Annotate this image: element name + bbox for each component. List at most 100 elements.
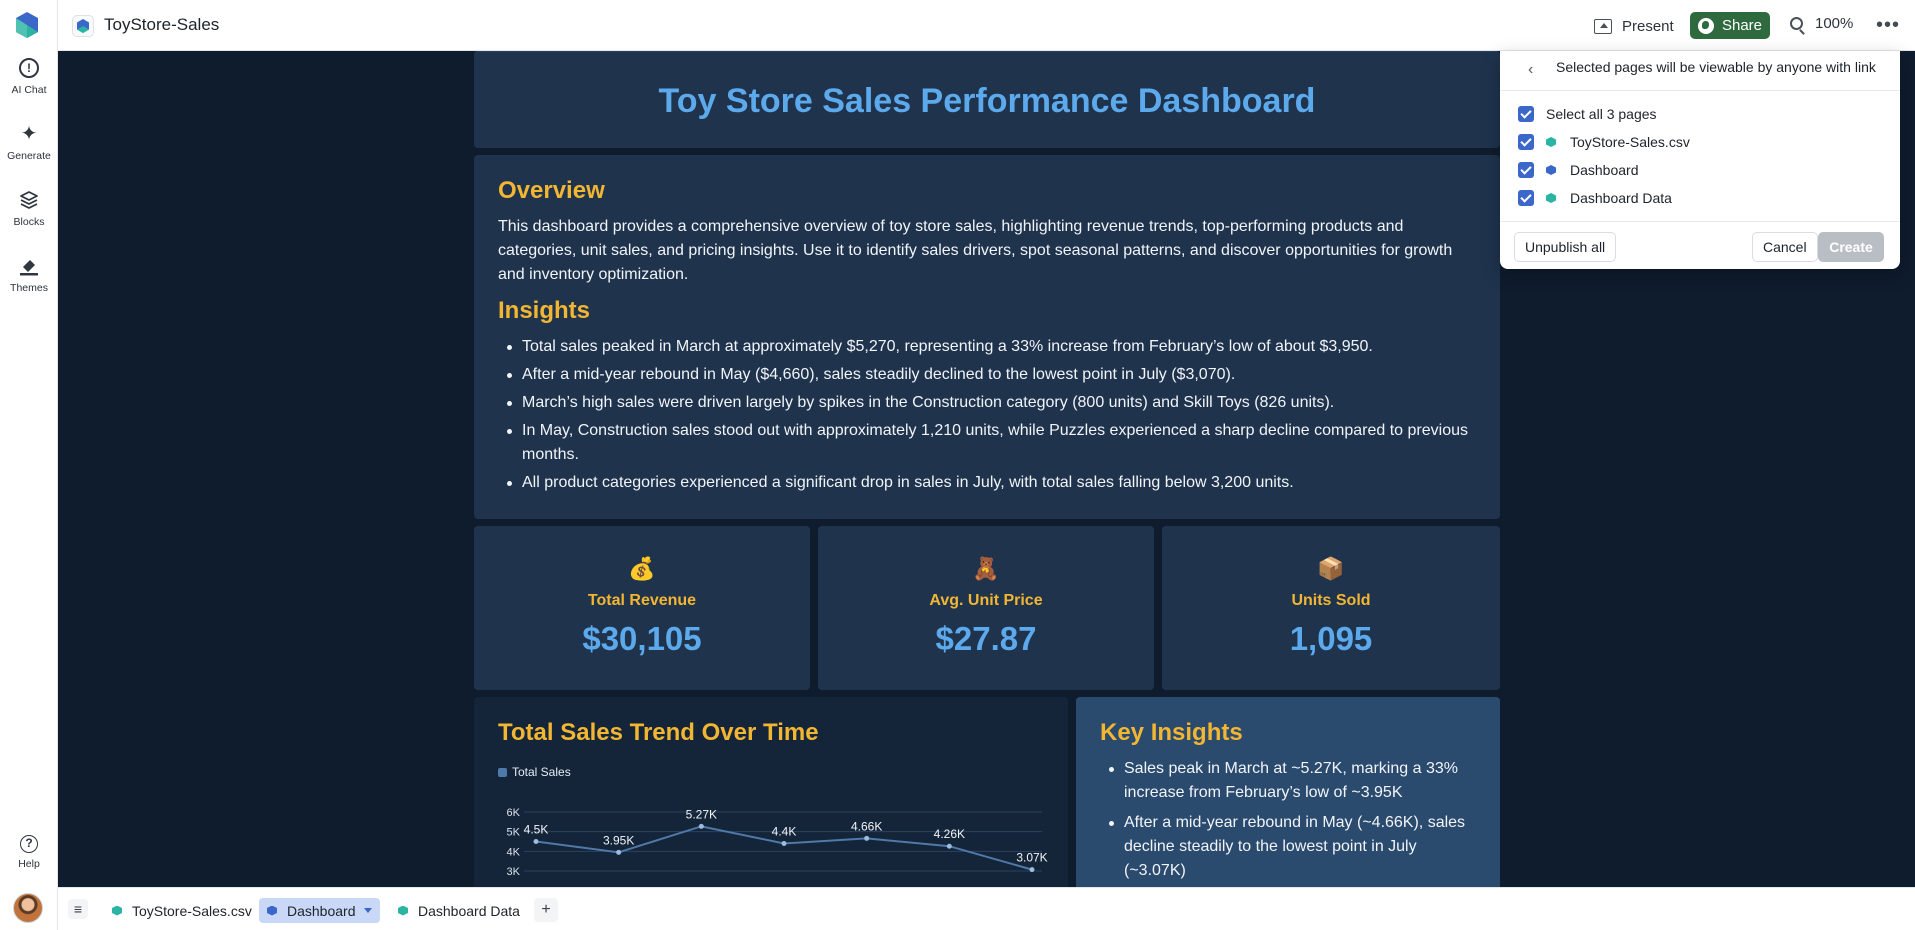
insights-list: Total sales peaked in March at approxima…	[498, 335, 1476, 495]
money-bag-icon: 💰	[628, 556, 656, 581]
title-card: Toy Store Sales Performance Dashboard	[474, 51, 1500, 148]
y-tick-label: 6K	[507, 807, 521, 819]
popover-footer: Unpublish all Cancel Create	[1500, 221, 1900, 269]
sidebar-item-themes[interactable]: Themes	[0, 256, 58, 294]
page-checkbox[interactable]	[1518, 134, 1534, 150]
data-point[interactable]	[1029, 867, 1035, 873]
list-item: After a mid-year rebound in May (~4.66K)…	[1100, 811, 1476, 883]
create-button[interactable]: Create	[1818, 232, 1884, 262]
unpublish-all-button[interactable]: Unpublish all	[1514, 232, 1617, 262]
list-item: After a mid-year rebound in May ($4,660)…	[498, 363, 1476, 387]
list-item: In May, Construction sales stood out wit…	[498, 419, 1476, 467]
csv-page-icon	[1546, 137, 1556, 147]
kpi-card-units-sold: 📦 Units Sold 1,095	[1162, 526, 1500, 690]
pages-menu-icon[interactable]: ≡	[68, 899, 88, 919]
overview-text: This dashboard provides a comprehensive …	[498, 218, 1453, 283]
trend-chart-title: Total Sales Trend Over Time	[498, 719, 819, 746]
data-label: 3.07K	[1016, 851, 1047, 865]
present-icon	[1594, 18, 1612, 34]
add-page-button[interactable]: +	[534, 898, 558, 922]
chat-icon	[19, 58, 39, 78]
sidebar-item-blocks[interactable]: Blocks	[0, 190, 58, 228]
key-insights-heading: Key Insights	[1100, 719, 1243, 746]
app-logo-icon[interactable]	[16, 12, 38, 40]
page-checkbox[interactable]	[1518, 162, 1534, 178]
key-insights-list: Sales peak in March at ~5.27K, marking a…	[1100, 757, 1476, 883]
list-item: March’s high sales were driven largely b…	[498, 391, 1476, 415]
overview-card: Overview This dashboard provides a compr…	[474, 155, 1500, 519]
data-point[interactable]	[781, 840, 787, 846]
list-item: Sales peak in March at ~5.27K, marking a…	[1100, 757, 1476, 805]
kpi-value: $30,105	[582, 620, 702, 657]
tab-label: ToyStore-Sales.csv	[132, 902, 252, 919]
page-tabs-bar: ≡ ToyStore-Sales.csv Dashboard Dashboard…	[58, 887, 1915, 930]
teddy-bear-icon: 🧸	[972, 556, 1000, 581]
chart-legend[interactable]: Total Sales	[498, 765, 571, 779]
present-button[interactable]: Present	[1594, 13, 1674, 39]
chevron-left-icon[interactable]: ‹	[1528, 61, 1534, 78]
page-row-dashboard[interactable]: Dashboard	[1518, 160, 1639, 180]
caret-down-icon[interactable]	[363, 908, 372, 913]
select-all-label: Select all 3 pages	[1546, 106, 1657, 122]
y-tick-label: 4K	[507, 846, 521, 858]
share-button[interactable]: Share	[1690, 12, 1770, 39]
zoom-level: 100%	[1815, 15, 1854, 32]
popover-header: ‹ Selected pages will be viewable by any…	[1500, 51, 1900, 91]
page-checkbox[interactable]	[1518, 190, 1534, 206]
more-options-icon[interactable]: •••	[1876, 14, 1901, 36]
data-point[interactable]	[698, 823, 704, 829]
page-row-toystore-sales-csv[interactable]: ToyStore-Sales.csv	[1518, 132, 1690, 152]
data-point[interactable]	[533, 839, 539, 844]
tab-dashboard-data[interactable]: Dashboard Data	[390, 898, 528, 923]
data-page-icon	[398, 905, 408, 916]
y-tick-label: 3K	[507, 866, 521, 878]
tab-toystore-sales-csv[interactable]: ToyStore-Sales.csv	[104, 898, 260, 923]
sidebar-item-generate[interactable]: ✦ Generate	[0, 124, 58, 162]
select-all-checkbox[interactable]	[1518, 106, 1534, 122]
document-icon	[72, 15, 94, 37]
kpi-card-avg-unit-price: 🧸 Avg. Unit Price $27.87	[818, 526, 1154, 690]
zoom-control[interactable]: 100%	[1790, 15, 1853, 32]
data-point[interactable]	[616, 849, 622, 855]
package-icon: 📦	[1317, 556, 1345, 581]
data-page-icon	[1546, 193, 1556, 203]
sidebar-item-label: AI Chat	[11, 84, 47, 96]
legend-swatch	[498, 767, 507, 777]
top-bar: ToyStore-Sales Present Share 100% •••	[0, 0, 1915, 51]
dashboard-canvas: Toy Store Sales Performance Dashboard Ov…	[58, 51, 1915, 887]
insights-heading: Insights	[498, 297, 591, 324]
share-label: Share	[1721, 17, 1763, 34]
dashboard-page-icon	[1546, 165, 1556, 175]
user-avatar[interactable]	[13, 893, 43, 923]
data-label: 4.66K	[851, 819, 882, 833]
kpi-label: Total Revenue	[587, 592, 697, 609]
sidebar-item-ai-chat[interactable]: AI Chat	[0, 58, 58, 96]
data-point[interactable]	[946, 843, 952, 849]
dashboard-page-icon	[267, 905, 277, 916]
list-item: All product categories experienced a sig…	[498, 471, 1476, 495]
sidebar-item-label: Themes	[10, 282, 48, 294]
list-item: Total sales peaked in March at approxima…	[498, 335, 1476, 359]
present-label: Present	[1622, 17, 1674, 35]
sidebar-item-help[interactable]: ? Help	[0, 835, 58, 870]
page-name: ToyStore-Sales.csv	[1570, 134, 1690, 150]
data-label: 3.95K	[603, 833, 634, 847]
kpi-label: Units Sold	[1291, 592, 1371, 609]
data-point[interactable]	[864, 835, 870, 841]
kpi-card-total-revenue: 💰 Total Revenue $30,105	[474, 526, 810, 690]
cancel-button[interactable]: Cancel	[1752, 232, 1818, 262]
popover-header-text: Selected pages will be viewable by anyon…	[1556, 59, 1876, 75]
page-name: Dashboard Data	[1570, 190, 1672, 206]
left-sidebar: AI Chat ✦ Generate Blocks Themes ? Help	[0, 0, 58, 930]
layers-icon	[19, 190, 39, 210]
document-title[interactable]: ToyStore-Sales	[104, 15, 220, 34]
tab-dashboard[interactable]: Dashboard	[259, 898, 380, 923]
help-icon: ?	[20, 835, 38, 853]
kpi-label: Avg. Unit Price	[929, 592, 1043, 609]
sales-trend-card: Total Sales Trend Over Time Total Sales …	[474, 697, 1068, 887]
tab-label: Dashboard	[287, 902, 356, 919]
select-all-row[interactable]: Select all 3 pages	[1518, 104, 1657, 124]
page-title: Toy Store Sales Performance Dashboard	[658, 82, 1316, 120]
key-insights-card: Key Insights Sales peak in March at ~5.2…	[1076, 697, 1500, 887]
page-row-dashboard-data[interactable]: Dashboard Data	[1518, 188, 1672, 208]
